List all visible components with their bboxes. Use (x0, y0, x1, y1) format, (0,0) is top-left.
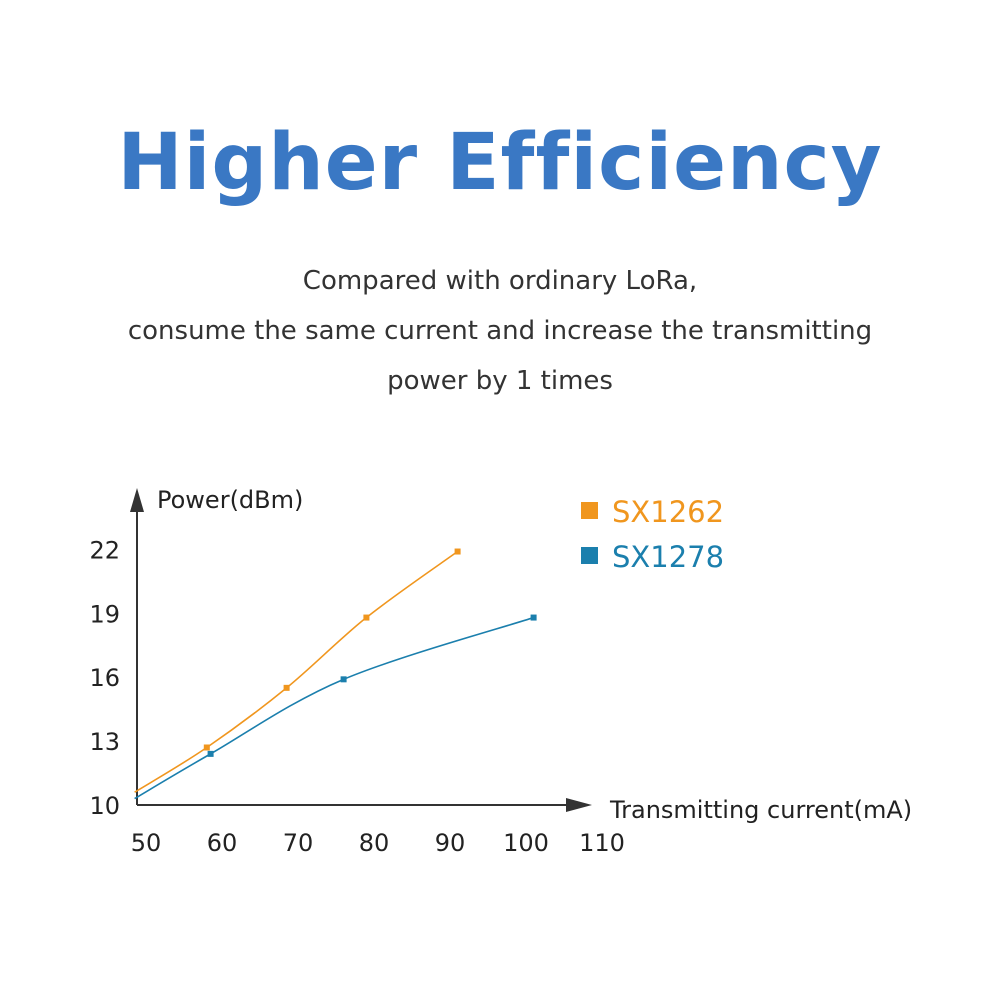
x-tick-label: 70 (283, 829, 314, 857)
legend-label-sx1262: SX1262 (612, 495, 724, 529)
subtitle-line-2: consume the same current and increase th… (127, 316, 873, 346)
legend-swatch-sx1262 (581, 502, 598, 519)
page-subtitle: Compared with ordinary LoRa, consume the… (0, 256, 1000, 406)
chart-series (134, 548, 537, 800)
x-tick-label: 110 (579, 829, 625, 857)
x-axis-arrow (566, 798, 592, 812)
x-tick-label: 60 (207, 829, 238, 857)
x-axis-label: Transmitting current(mA) (609, 796, 912, 824)
chart-ticks: 50 60 70 80 90 100 110 10 13 16 19 22 (89, 536, 624, 857)
x-tick-label: 80 (359, 829, 390, 857)
legend-label-sx1278: SX1278 (612, 540, 724, 574)
legend-swatch-sx1278 (581, 547, 598, 564)
chart-legend: SX1262 SX1278 (581, 495, 724, 574)
data-point-sx1262 (203, 744, 210, 751)
y-axis-label: Power(dBm) (157, 486, 303, 514)
x-tick-label: 100 (503, 829, 549, 857)
y-tick-label: 22 (89, 536, 120, 564)
subtitle-line-3: power by 1 times (387, 366, 613, 396)
chart-axes (130, 488, 592, 812)
data-point-sx1278 (207, 750, 214, 757)
series-line-sx1262 (134, 550, 459, 793)
data-point-sx1262 (283, 684, 290, 691)
subtitle-line-1: Compared with ordinary LoRa, (302, 266, 698, 296)
y-tick-label: 13 (89, 728, 120, 756)
y-tick-label: 19 (89, 600, 120, 628)
series-line-sx1278 (134, 616, 534, 800)
x-tick-label: 90 (435, 829, 466, 857)
y-tick-label: 16 (89, 664, 120, 692)
y-tick-label: 10 (89, 792, 120, 820)
data-point-sx1278 (340, 676, 347, 683)
x-tick-label: 50 (131, 829, 162, 857)
data-point-sx1262 (454, 548, 461, 555)
data-point-sx1262 (363, 614, 370, 621)
page-title: Higher Efficiency (117, 118, 883, 208)
data-point-sx1278 (530, 614, 537, 621)
y-axis-arrow (130, 488, 144, 512)
